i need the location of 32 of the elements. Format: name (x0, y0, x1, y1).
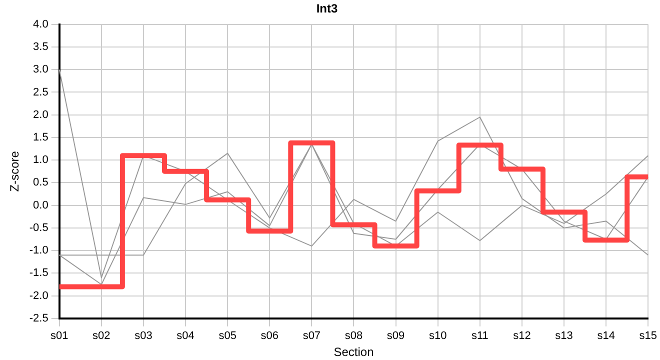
x-tick-label: s13 (555, 330, 573, 342)
x-tick-label: s07 (302, 330, 321, 342)
y-tick-label: 0.0 (33, 199, 48, 212)
x-tick-label: s01 (50, 330, 68, 342)
y-tick-label: -2.0 (29, 290, 48, 302)
y-tick-label: 3.5 (33, 41, 48, 54)
x-tick-label: s04 (176, 330, 194, 342)
y-tick-label: -1.0 (29, 244, 48, 257)
y-tick-label: -1.5 (29, 267, 48, 280)
x-tick-label: s09 (386, 330, 405, 342)
y-tick-label: -2.5 (29, 312, 48, 324)
y-tick-label: 4.0 (33, 18, 48, 30)
y-tick-label: 1.0 (33, 154, 48, 166)
x-tick-label: s03 (134, 330, 152, 342)
y-tick-label: 2.5 (33, 86, 48, 98)
x-tick-label: s08 (344, 330, 363, 342)
y-tick-label: 2.0 (33, 108, 48, 121)
x-tick-label: s12 (513, 330, 531, 342)
x-tick-label: s10 (428, 330, 447, 342)
x-tick-label: s15 (639, 330, 658, 342)
x-axis-title: Section (334, 345, 374, 360)
y-tick-label: 3.0 (33, 64, 48, 76)
x-tick-label: s06 (260, 330, 279, 342)
y-tick-label: 0.5 (33, 176, 48, 189)
x-tick-label: s02 (92, 330, 110, 342)
y-tick-label: 1.5 (33, 132, 48, 144)
x-tick-label: s14 (597, 330, 615, 342)
x-tick-label: s05 (218, 330, 236, 342)
x-tick-label: s11 (471, 330, 488, 342)
chart-title: Int3 (316, 2, 338, 16)
y-tick-label: -0.5 (29, 222, 48, 234)
y-axis-title: Z-score (8, 150, 22, 192)
